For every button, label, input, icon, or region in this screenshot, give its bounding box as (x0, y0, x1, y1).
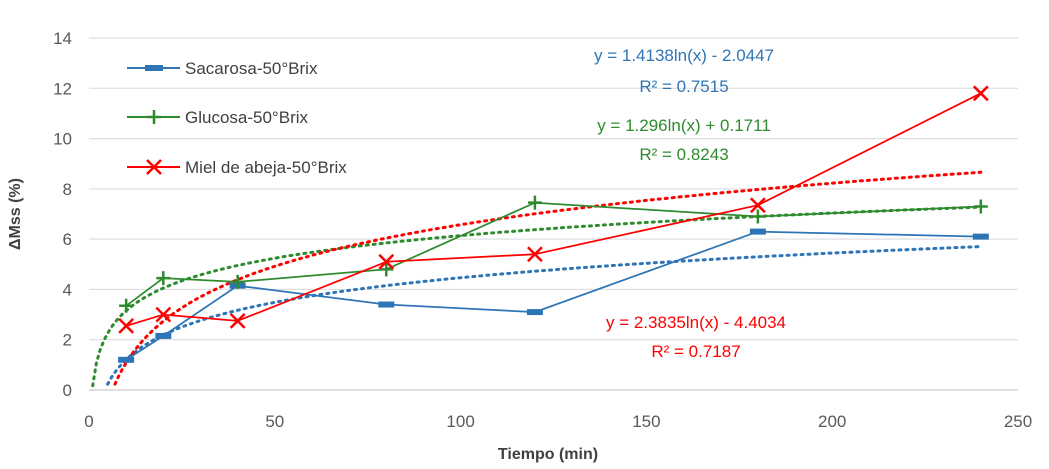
y-tick-label-4: 4 (63, 280, 72, 299)
data-point-miel-3 (378, 253, 395, 270)
legend-marker-miel (146, 159, 162, 175)
data-point-miel-1 (155, 306, 172, 323)
trend-label-glucosa: y = 1.296ln(x) + 0.1711 R² = 0.8243 (597, 116, 771, 164)
data-point-sacarosa-5 (749, 228, 766, 235)
series-markers (118, 85, 989, 363)
data-point-sacarosa-1 (155, 332, 172, 339)
tick-labels: 0 2 4 6 8 10 12 14 0 50 100 150 200 250 (53, 29, 1032, 431)
data-point-miel-6 (972, 85, 989, 102)
gridlines (89, 37, 1018, 391)
trendline-miel (113, 170, 983, 386)
data-point-glucosa-4 (527, 195, 542, 210)
data-point-miel-2 (229, 312, 246, 329)
trendlines (91, 170, 983, 388)
data-point-miel-5 (749, 197, 766, 214)
trend-label-miel: y = 2.3835ln(x) - 4.4034 R² = 0.7187 (606, 313, 786, 361)
legend-label-sacarosa: Sacarosa-50°Brix (185, 59, 318, 78)
data-point-glucosa-5 (750, 209, 765, 224)
legend: Sacarosa-50°Brix Glucosa-50°Brix Miel de… (127, 59, 347, 177)
trend-r2-glucosa: R² = 0.8243 (639, 145, 728, 164)
legend-label-miel: Miel de abeja-50°Brix (185, 158, 347, 177)
trend-equation-sacarosa: y = 1.4138ln(x) - 2.0447 (594, 46, 774, 65)
data-point-glucosa-1 (156, 271, 171, 286)
data-point-sacarosa-0 (118, 356, 135, 363)
x-tick-label-150: 150 (632, 412, 660, 431)
y-tick-label-10: 10 (53, 130, 72, 149)
legend-marker-glucosa (147, 110, 161, 124)
legend-item-miel: Miel de abeja-50°Brix (127, 158, 347, 177)
y-tick-label-12: 12 (53, 79, 72, 98)
y-tick-label-14: 14 (53, 29, 72, 48)
legend-item-glucosa: Glucosa-50°Brix (127, 108, 309, 127)
x-axis-title: Tiempo (min) (498, 446, 598, 463)
series-line-miel (125, 92, 982, 327)
y-tick-label-0: 0 (63, 381, 72, 400)
data-point-sacarosa-6 (972, 233, 989, 240)
trend-equation-miel: y = 2.3835ln(x) - 4.4034 (606, 313, 786, 332)
x-tick-label-50: 50 (265, 412, 284, 431)
series-line-glucosa (125, 201, 981, 307)
y-tick-label-2: 2 (63, 331, 72, 350)
y-axis-title: ΔMss (%) (7, 178, 24, 250)
x-tick-label-0: 0 (84, 412, 93, 431)
series-lines (125, 92, 982, 361)
data-point-glucosa-2 (230, 274, 245, 289)
data-point-miel-0 (118, 318, 135, 334)
x-tick-label-100: 100 (446, 412, 474, 431)
data-point-sacarosa-4 (526, 309, 543, 316)
data-point-glucosa-0 (119, 298, 134, 313)
trend-r2-miel: R² = 0.7187 (651, 342, 740, 361)
data-point-miel-4 (527, 246, 543, 263)
x-tick-label-200: 200 (818, 412, 846, 431)
x-tick-label-250: 250 (1004, 412, 1032, 431)
y-tick-label-6: 6 (63, 230, 72, 249)
trend-r2-sacarosa: R² = 0.7515 (639, 77, 728, 96)
trend-label-sacarosa: y = 1.4138ln(x) - 2.0447 R² = 0.7515 (594, 46, 774, 96)
legend-item-sacarosa: Sacarosa-50°Brix (127, 59, 318, 78)
trend-equation-glucosa: y = 1.296ln(x) + 0.1711 (597, 116, 771, 135)
data-point-sacarosa-3 (378, 301, 395, 308)
y-tick-label-8: 8 (63, 180, 72, 199)
legend-label-glucosa: Glucosa-50°Brix (185, 108, 309, 127)
trendline-sacarosa (106, 245, 983, 386)
legend-marker-sacarosa (145, 65, 163, 71)
data-point-glucosa-6 (973, 199, 988, 214)
data-point-glucosa-3 (379, 262, 394, 277)
